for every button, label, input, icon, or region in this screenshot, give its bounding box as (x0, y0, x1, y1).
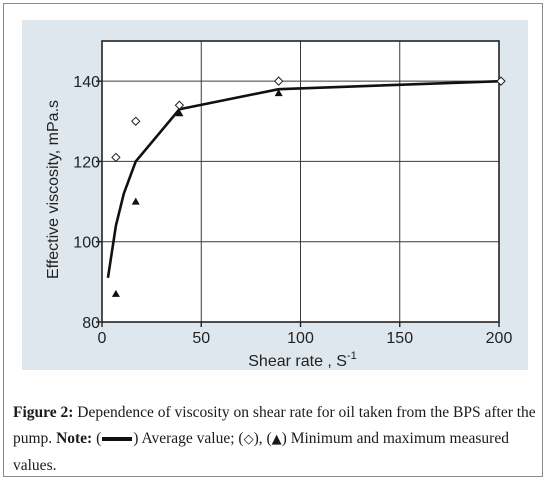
triangle-icon: ▲ (271, 432, 282, 447)
min-point-1 (131, 197, 140, 205)
figure-frame: 0 50 100 150 200 80 100 120 140 Shear rate , S-1 E… (3, 3, 543, 477)
min-point-2 (175, 109, 184, 117)
figure-caption: Figure 2: Dependence of viscosity on she… (13, 400, 538, 479)
x-tick-label-4: 200 (486, 330, 513, 347)
max-point-0 (111, 152, 121, 163)
note-label: Note: (56, 430, 93, 447)
max-point-2 (174, 100, 185, 110)
x-tick-label-3: 150 (386, 330, 413, 347)
x-tick-label-2: 100 (287, 330, 314, 347)
x-axis-label: Shear rate , S-1 (248, 350, 357, 370)
caption-open-paren: ( (92, 430, 102, 447)
y-tick-label-1: 100 (73, 235, 100, 252)
caption-text: Dependence of viscosity on shear rate fo… (13, 404, 536, 447)
min-point-0 (111, 289, 120, 297)
legend-line-icon (102, 437, 133, 442)
max-point-3 (273, 76, 284, 86)
y-tick-label-0: 80 (82, 315, 100, 332)
diamond-icon: ◇ (243, 432, 254, 447)
x-axis-label-superscript: -1 (347, 350, 357, 362)
max-point-1 (131, 116, 141, 126)
average-line (106, 79, 502, 279)
max-point-4 (496, 76, 506, 86)
chart-panel: 0 50 100 150 200 80 100 120 140 Shear rate , S-1 E… (22, 20, 528, 370)
figure-label: Figure 2: (13, 404, 74, 421)
y-axis-label: Effective viscosity, mPa.s (45, 100, 62, 279)
y-tick-label-2: 120 (73, 154, 100, 171)
x-tick-label-1: 50 (192, 330, 210, 347)
x-tick-label-0: 0 (98, 330, 107, 347)
caption-end-text: ) Minimum and maximum measured values. (13, 430, 509, 474)
caption-avg-text: ) Average value; ( (133, 430, 244, 447)
viscosity-chart: 0 50 100 150 200 80 100 120 140 Shear rate , S-1 E… (45, 40, 513, 370)
caption-mid-text: ), ( (253, 430, 272, 447)
min-point-3 (274, 89, 283, 97)
y-tick-label-3: 140 (73, 74, 100, 91)
